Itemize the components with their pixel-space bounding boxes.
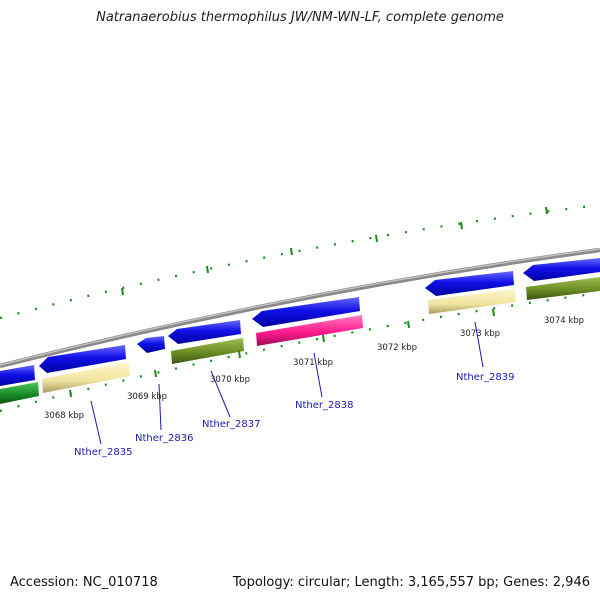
gene-block-magenta [256, 315, 363, 346]
gene-block-yellow [42, 362, 130, 393]
outer-dots [0, 203, 600, 320]
leader-line [210, 370, 231, 418]
outer-dotted-track [0, 203, 600, 320]
outer-major-ticks [121, 206, 548, 296]
gene-block-green [0, 382, 39, 404]
gene-arrow [425, 271, 514, 296]
ruler-label: 3071 kbp [293, 358, 333, 368]
forward-genes [0, 258, 600, 386]
inner-dots [0, 291, 600, 413]
ruler-label: 3074 kbp [544, 316, 584, 326]
locus-leaders [90, 321, 484, 445]
ruler-major-ticks [69, 308, 495, 398]
ruler-label: 3073 kbp [460, 329, 500, 339]
locus-label: Nther_2836 [135, 433, 193, 444]
gene-arrow [39, 345, 126, 373]
gene-arrow [252, 297, 360, 327]
locus-label: Nther_2837 [202, 419, 260, 430]
genome-backbone [0, 247, 600, 369]
leader-line [313, 352, 323, 398]
ruler-labels: 3068 kbp 3069 kbp 3070 kbp 3071 kbp 3072… [44, 316, 584, 421]
function-track [0, 277, 600, 404]
leader-line [90, 400, 102, 445]
locus-labels: Nther_2835 Nther_2836 Nther_2837 Nther_2… [74, 372, 514, 458]
gene-arrow [137, 336, 165, 353]
leader-line [158, 383, 162, 431]
ruler-label: 3068 kbp [44, 411, 84, 421]
map-title: Natranaerobius thermophilus JW/NM-WN-LF,… [96, 10, 504, 25]
locus-label: Nther_2835 [74, 447, 132, 458]
genome-summary: Topology: circular; Length: 3,165,557 bp… [232, 575, 590, 590]
accession-label: Accession: NC_010718 [10, 575, 158, 590]
locus-label: Nther_2838 [295, 400, 353, 411]
gene-block-olive [526, 277, 600, 300]
ruler-label: 3070 kbp [210, 375, 250, 385]
gene-block-olive [171, 338, 244, 364]
ruler-label: 3069 kbp [127, 392, 167, 402]
gene-arrow [168, 320, 241, 344]
leader-line [474, 321, 484, 368]
inner-dotted-track [0, 291, 600, 413]
ruler-label: 3072 kbp [377, 343, 417, 353]
gene-arrow [523, 258, 600, 281]
genome-backbone-highlight [0, 248, 600, 366]
locus-label: Nther_2839 [456, 372, 514, 383]
gene-arrow [0, 365, 35, 386]
gene-block-yellow [428, 289, 516, 314]
